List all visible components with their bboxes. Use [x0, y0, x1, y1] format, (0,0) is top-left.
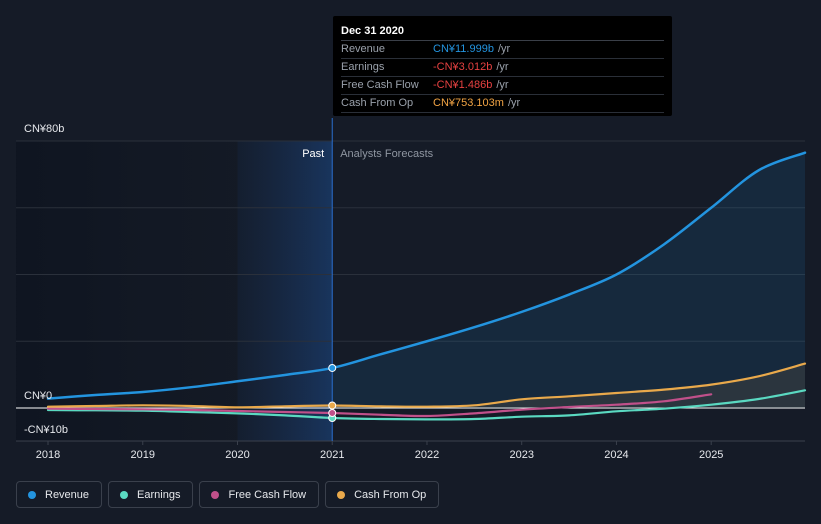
x-tick-label: 2020 — [225, 449, 249, 461]
series-line-free-cash-flow — [46, 393, 713, 418]
tooltip-unit: /yr — [496, 79, 509, 91]
series-areas — [332, 152, 805, 408]
x-tick-label: 2023 — [509, 449, 533, 461]
tooltip-label: Revenue — [341, 43, 386, 55]
series-marker-free-cash-flow — [328, 409, 337, 418]
tooltip-title: Dec 31 2020 — [341, 22, 664, 41]
legend-label: Earnings — [137, 488, 181, 501]
forecast-label: Analysts Forecasts — [340, 148, 433, 160]
series-lines — [46, 151, 807, 421]
legend-label: Cash From Op — [354, 488, 427, 501]
legend-item-free-cash-flow[interactable]: Free Cash Flow — [199, 481, 320, 508]
legend-dot-icon — [120, 490, 129, 499]
tooltip-label: Cash From Op — [341, 97, 414, 109]
tooltip-label: Earnings — [341, 61, 385, 73]
legend-dot-icon — [337, 490, 346, 499]
y-axis-labels: CN¥80b CN¥0 -CN¥10b — [24, 123, 68, 436]
tooltip-value: CN¥11.999b — [433, 43, 494, 55]
series-marker-cash-from-op — [328, 401, 337, 410]
legend: Revenue Earnings Free Cash Flow Cash Fro… — [16, 481, 440, 508]
tooltip-row-earnings: Earnings -CN¥3.012b /yr — [341, 59, 664, 77]
tooltip-value: CN¥753.103m — [433, 97, 504, 109]
series-line-revenue — [46, 151, 807, 400]
legend-label: Revenue — [45, 488, 90, 501]
tooltip-label: Free Cash Flow — [341, 79, 419, 91]
y-tick-label: CN¥80b — [24, 123, 64, 135]
legend-item-earnings[interactable]: Earnings — [108, 481, 194, 508]
y-tick-label: -CN¥10b — [24, 424, 68, 436]
series-marker-revenue — [328, 363, 337, 372]
legend-item-cash-from-op[interactable]: Cash From Op — [325, 481, 440, 508]
x-tick-label: 2024 — [604, 449, 628, 461]
legend-dot-icon — [28, 490, 36, 499]
x-axis-labels: 2018 2019 2020 2021 2022 2023 2024 2025 — [36, 441, 723, 461]
x-tick-label: 2025 — [699, 449, 723, 461]
x-tick-label: 2021 — [320, 449, 344, 461]
gridlines — [16, 140, 805, 442]
series-line-earnings — [46, 389, 807, 421]
legend-dot-icon — [211, 490, 220, 499]
tooltip-unit: /yr — [496, 61, 509, 73]
tooltip-value: -CN¥3.012b — [433, 61, 493, 73]
x-tick-label: 2022 — [415, 449, 439, 461]
series-area-cash-from-op — [332, 363, 805, 408]
x-tick-label: 2019 — [131, 449, 155, 461]
tooltip: Dec 31 2020 Revenue CN¥11.999b /yr Earni… — [333, 16, 672, 116]
tooltip-unit: /yr — [507, 97, 521, 109]
tooltip-row-cash-from-op: Cash From Op CN¥753.103m /yr — [341, 95, 664, 113]
series-line-cash-from-op — [46, 362, 807, 409]
tooltip-unit: /yr — [497, 43, 511, 55]
tooltip-value: -CN¥1.486b — [433, 79, 493, 91]
series-area-revenue — [332, 152, 805, 408]
highlight-region — [237, 141, 333, 441]
past-label: Past — [302, 148, 324, 160]
legend-label: Free Cash Flow — [228, 488, 307, 501]
tooltip-row-free-cash-flow: Free Cash Flow -CN¥1.486b /yr — [341, 77, 664, 95]
legend-item-revenue[interactable]: Revenue — [16, 481, 103, 508]
tooltip-row-revenue: Revenue CN¥11.999b /yr — [341, 41, 664, 59]
series-markers — [328, 363, 337, 423]
y-tick-label: CN¥0 — [24, 390, 52, 402]
x-tick-label: 2018 — [36, 449, 60, 461]
